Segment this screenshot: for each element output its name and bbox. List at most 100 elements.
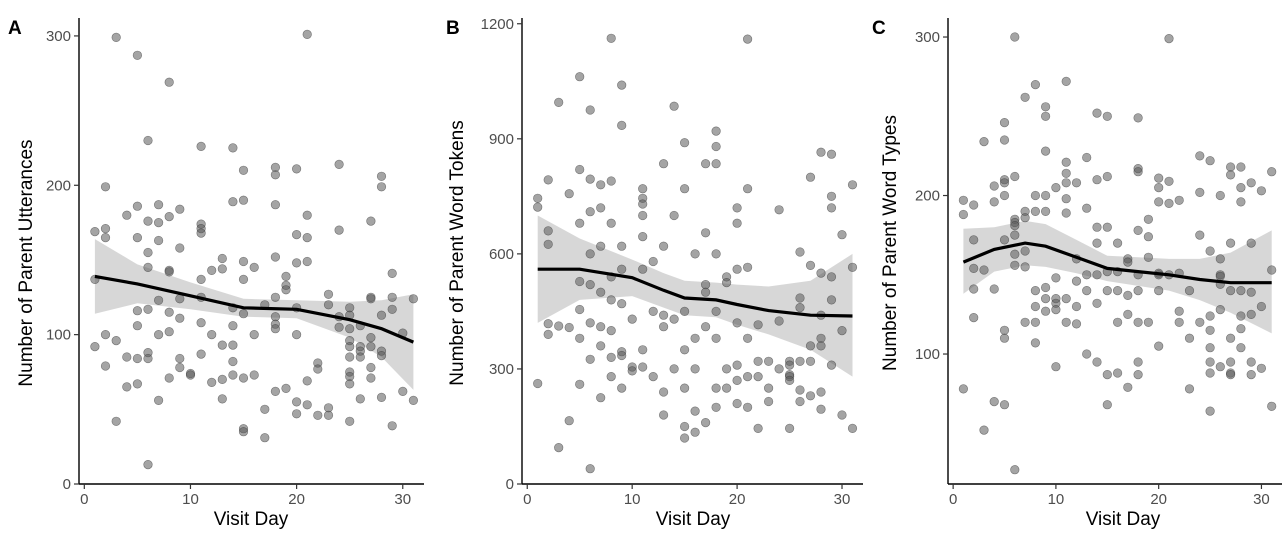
data-point [617,80,627,90]
data-point [742,34,753,44]
data-point [196,274,206,285]
x-tick-label: 30 [1253,491,1270,508]
data-point [175,243,185,253]
data-point [228,197,238,207]
data-point [238,309,249,319]
data-point [185,370,196,380]
data-point [228,340,238,350]
data-point [969,284,979,294]
data-point [175,294,185,304]
data-point [690,406,700,416]
data-point [679,138,690,148]
data-point [238,373,249,383]
data-point [1205,357,1215,367]
data-point [669,314,679,324]
data-point [132,353,142,364]
data-point [355,394,365,404]
data-point [387,421,397,431]
data-point [575,276,585,287]
data-point [100,233,111,243]
data-point [690,333,700,343]
x-tick-label: 0 [80,491,88,508]
data-point [679,383,690,393]
data-point [132,201,142,211]
data-point [658,159,669,169]
data-point [847,423,858,434]
data-point [1061,157,1071,167]
data-point [1123,382,1133,392]
data-point [989,397,999,407]
data-point [1256,301,1266,312]
data-point [763,396,774,407]
data-point [742,333,753,343]
data-point [826,203,837,213]
data-point [1236,183,1246,193]
data-point [164,267,174,277]
data-point [816,147,826,157]
data-point [1143,317,1153,327]
data-point [1010,221,1020,231]
data-point [1195,187,1205,197]
data-point [217,374,227,385]
y-tick-label: 200 [915,188,940,205]
data-point [742,184,753,194]
data-point [606,218,616,228]
data-point [805,260,816,271]
x-tick-label: 0 [523,491,531,508]
confidence-band [94,239,414,390]
y-axis-title: Number of Parent Word Types [880,115,901,371]
x-tick-label: 30 [834,491,851,508]
data-point [753,423,763,434]
data-point [122,382,132,392]
data-point [1030,301,1040,312]
data-point [376,310,387,320]
data-point [270,200,281,210]
data-point [1040,306,1051,316]
data-point [238,274,249,285]
data-point [617,350,627,361]
data-point [143,247,153,258]
data-point [837,410,847,420]
data-point [1092,222,1102,232]
data-point [1061,317,1071,327]
data-point [969,235,979,245]
data-point [805,356,816,366]
x-tick-label: 0 [949,491,957,508]
data-point [979,265,989,275]
data-point [334,225,344,235]
data-point [543,319,553,329]
x-tick-label: 20 [1150,491,1167,508]
data-point [1195,230,1205,240]
data-point [795,356,805,366]
data-point [292,409,302,419]
data-point [543,226,553,236]
data-point [292,397,302,407]
data-point [408,395,419,406]
data-point [334,159,344,169]
data-point [658,322,669,332]
data-point [366,373,376,383]
data-point [826,272,837,282]
confidence-band [963,220,1272,334]
data-point [1030,286,1040,296]
data-point [1225,238,1236,248]
data-point [1225,370,1236,380]
x-tick-label: 30 [394,491,411,508]
data-point [122,210,132,220]
data-point [1082,286,1092,296]
y-tick-label: 600 [489,246,514,263]
data-point [1164,198,1174,208]
data-point [1205,406,1215,416]
data-point [1061,194,1071,204]
data-point [658,241,669,251]
data-point [376,392,387,403]
data-point [1051,273,1061,283]
data-point [196,141,206,151]
data-point [543,329,553,340]
data-point [1133,113,1143,123]
data-point [575,379,585,389]
data-point [111,416,121,426]
data-point [999,325,1010,335]
data-point [774,205,784,215]
data-point [774,364,784,374]
